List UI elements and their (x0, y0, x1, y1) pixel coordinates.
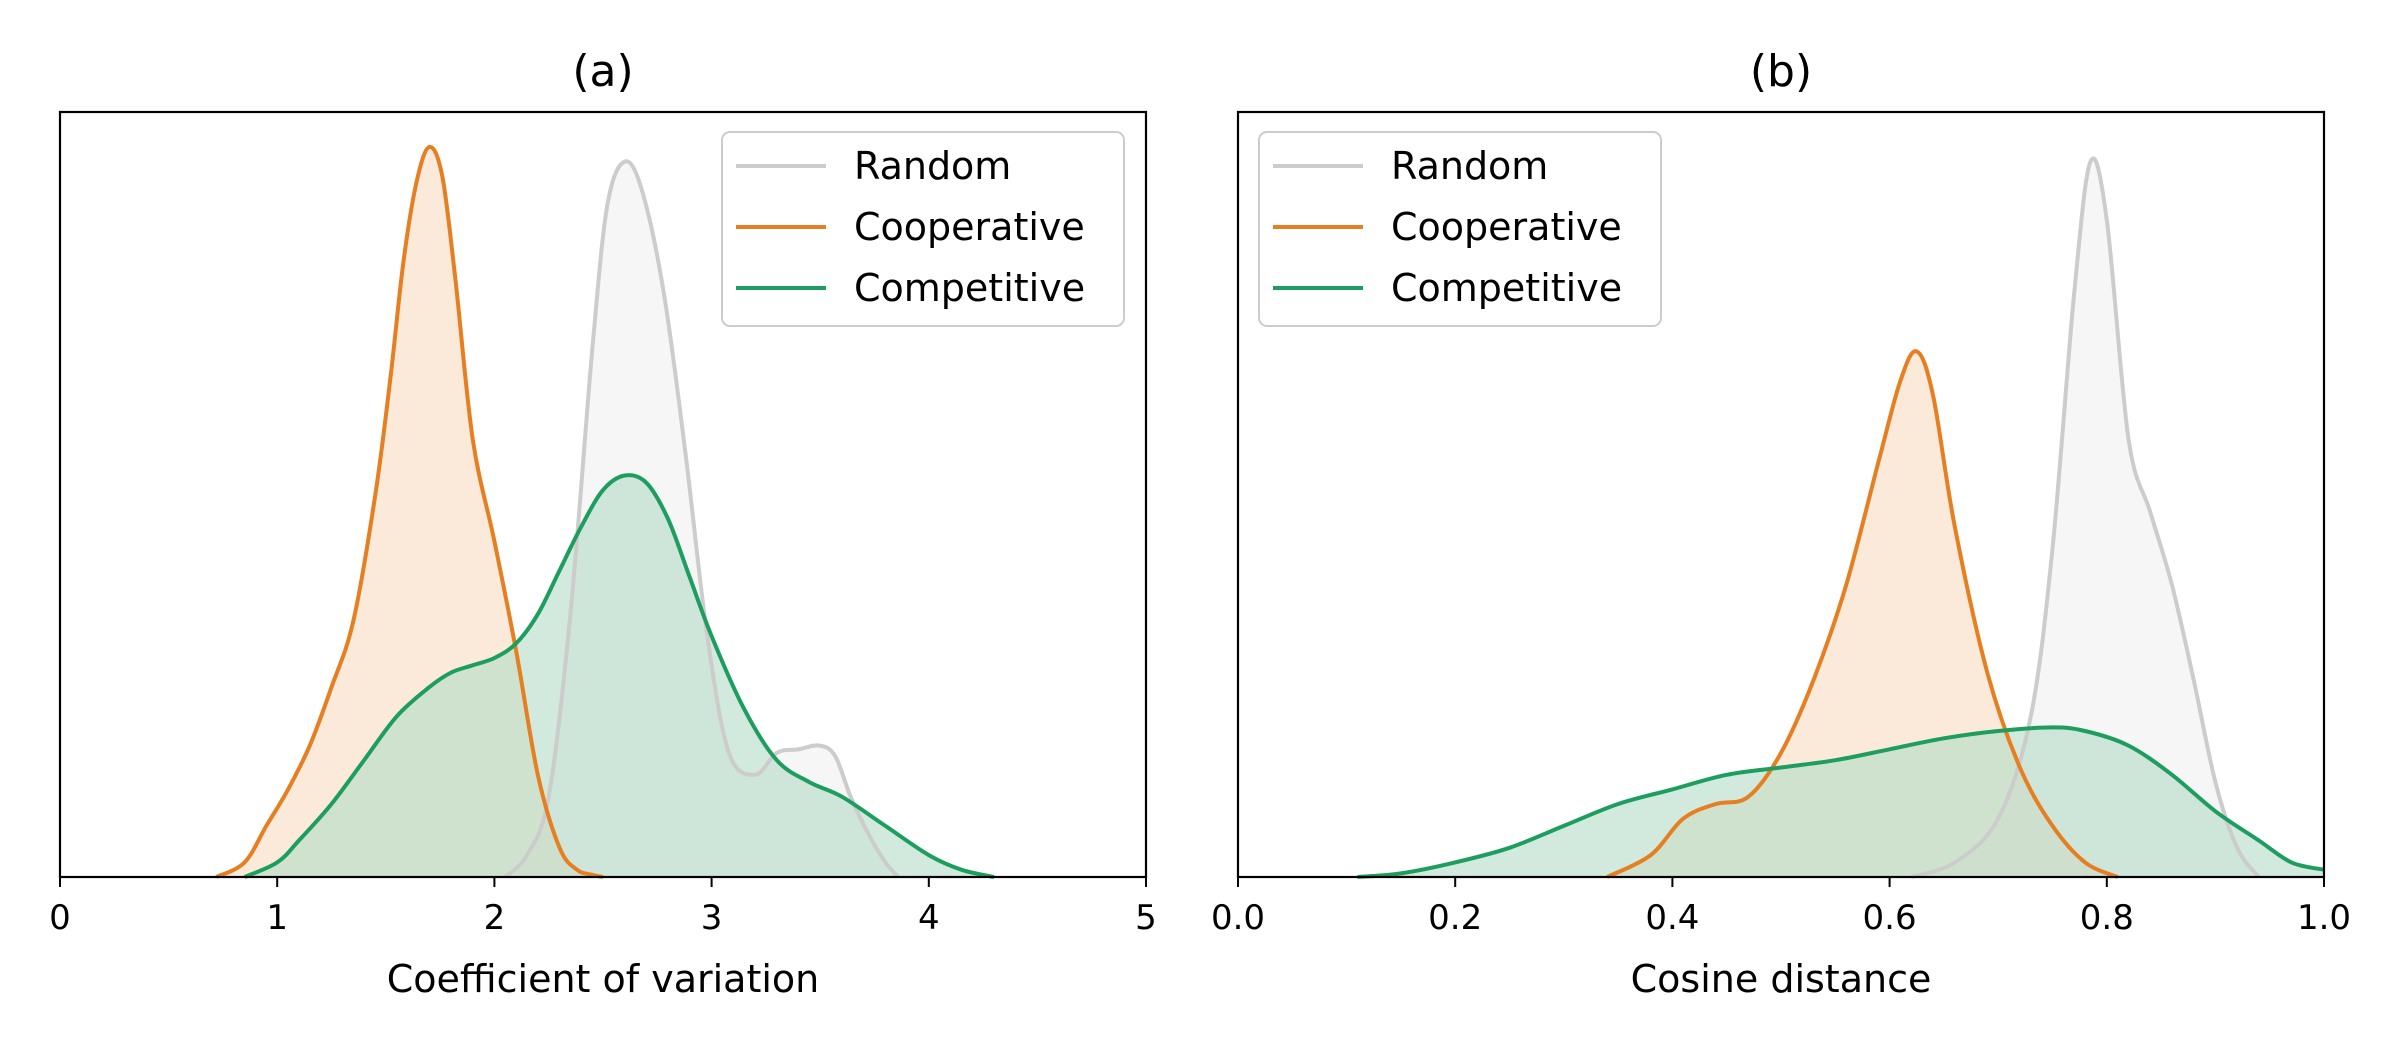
panel-a-random-line (503, 159, 900, 879)
panel-b-random-line (1910, 156, 2261, 879)
panel-b-x-tick-label: 0.6 (1863, 898, 1917, 938)
panel-a-competitive-area (244, 475, 994, 877)
panel-b-legend-box (1258, 131, 1662, 327)
panel-b-competitive-line (1357, 725, 2325, 879)
panel-a-axes-box (58, 110, 1148, 879)
panel-b-series-layer (1357, 156, 2325, 879)
panel-b-legend: Random Cooperative Competitive (1258, 131, 1662, 327)
panel-b-x-tick-label: 0.8 (2080, 898, 2134, 938)
panel-b-x-tick-label: 0.2 (1428, 898, 1482, 938)
panel-a-series-layer (215, 144, 995, 879)
panel-b-cooperative-line (1606, 349, 2119, 879)
panel-b-legend-label-random: Random (1391, 144, 1548, 188)
panel-b: (b) 0.0 0.2 0.4 0.6 0.8 1.0 Cosine distance R… (1211, 46, 2351, 1001)
panel-b-competitive-area (1357, 727, 2324, 877)
panel-b-axes-box (1236, 110, 2326, 879)
panel-a-legend-label-random: Random (854, 144, 1011, 188)
panel-a-x-axis-label: Coefficient of variation (387, 957, 820, 1001)
panel-a-x-tick-label: 2 (484, 898, 506, 938)
panel-a-legend-label-cooperative: Cooperative (854, 205, 1085, 249)
panel-a-legend: Random Cooperative Competitive (721, 131, 1125, 327)
panel-b-x-ticks: 0.0 0.2 0.4 0.6 0.8 1.0 (1211, 877, 2351, 938)
panel-a-legend-box (721, 131, 1125, 327)
panel-a-title: (a) (572, 46, 633, 97)
panel-a-legend-label-competitive: Competitive (854, 266, 1085, 310)
panel-b-x-tick-label: 0.0 (1211, 898, 1265, 938)
panel-b-random-area (1911, 158, 2259, 877)
panel-b-title: (b) (1750, 46, 1812, 97)
panel-a-x-tick-label: 1 (266, 898, 288, 938)
panel-a-x-tick-label: 5 (1135, 898, 1157, 938)
panel-a-x-tick-label: 4 (918, 898, 940, 938)
panel-b-x-axis-label: Cosine distance (1631, 957, 1932, 1001)
panel-a-x-ticks: 0 1 2 3 4 5 (49, 877, 1157, 938)
panel-a-cooperative-line (215, 144, 604, 879)
panel-a: (a) 0 1 2 3 4 5 Coefficient of variation Rand… (49, 46, 1157, 1001)
panel-b-legend-label-competitive: Competitive (1391, 266, 1622, 310)
panel-a-x-tick-label: 0 (49, 898, 71, 938)
panel-a-x-tick-label: 3 (701, 898, 723, 938)
panel-a-competitive-line (243, 473, 995, 879)
panel-b-x-tick-label: 0.4 (1645, 898, 1699, 938)
panel-b-legend-label-cooperative: Cooperative (1391, 205, 1622, 249)
panel-b-x-tick-label: 1.0 (2297, 898, 2351, 938)
